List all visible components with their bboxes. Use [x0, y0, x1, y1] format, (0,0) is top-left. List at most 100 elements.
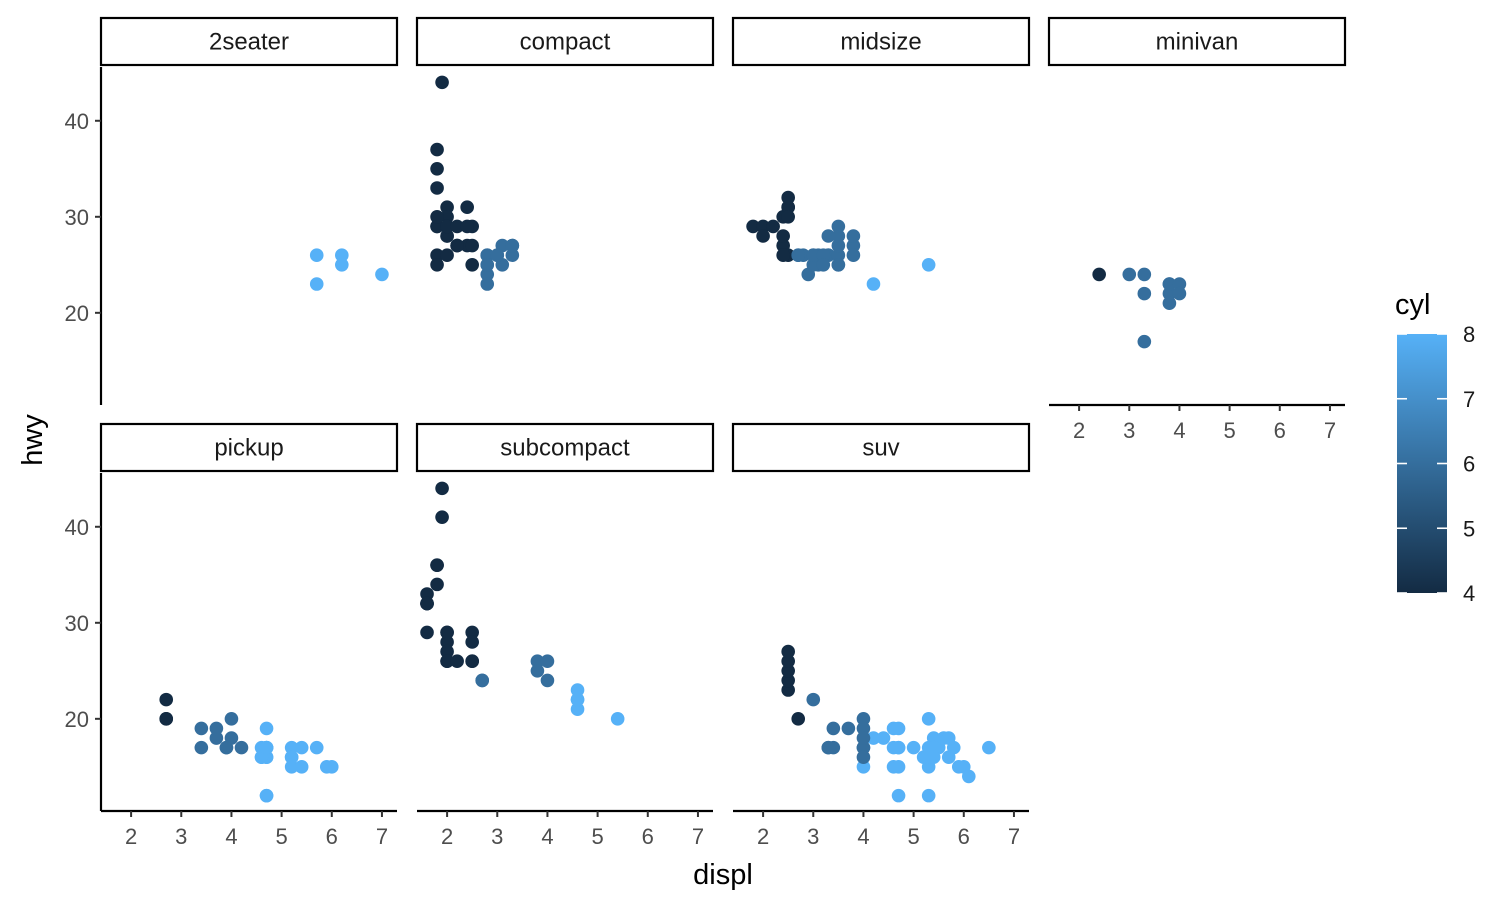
data-point [570, 702, 585, 717]
data-point [540, 654, 555, 669]
facet-strip [415, 422, 715, 473]
data-point [440, 248, 454, 263]
legend-tick-label: 6 [1463, 452, 1475, 477]
legend-tick-label: 7 [1463, 387, 1475, 412]
data-point [430, 219, 444, 234]
data-point [781, 190, 795, 205]
data-point [505, 248, 520, 263]
data-point [846, 248, 861, 263]
data-point [465, 625, 479, 640]
data-point [430, 258, 444, 272]
data-point [440, 200, 454, 214]
data-point [420, 596, 434, 611]
data-point [440, 635, 454, 649]
facet-panel-pickup: pickup 20 30 40 2 3 4 5 6 7 [65, 422, 399, 849]
y-tick-label: 20 [65, 707, 89, 732]
facet-strip [731, 422, 1031, 473]
facet-strip [99, 16, 399, 67]
data-point [821, 229, 836, 243]
x-tick-label: 6 [1274, 418, 1286, 443]
x-tick-label: 3 [1123, 418, 1135, 443]
data-point [866, 277, 881, 291]
y-tick-label: 20 [65, 301, 89, 326]
data-point [776, 248, 790, 263]
x-tick-label: 2 [1073, 418, 1085, 443]
data-point [1162, 286, 1177, 301]
data-point [430, 209, 444, 224]
data-point [926, 750, 941, 765]
data-point [324, 760, 339, 774]
x-tick-label: 3 [807, 824, 819, 849]
data-point [921, 788, 936, 803]
data-point [259, 721, 274, 736]
data-point [831, 229, 846, 243]
legend-tick-label: 4 [1463, 581, 1475, 606]
facet-strip-label: suv [862, 435, 899, 462]
data-point [776, 229, 790, 243]
data-point [1162, 296, 1177, 311]
data-point [480, 248, 495, 263]
data-point [781, 664, 795, 678]
data-point [876, 731, 891, 745]
data-point [309, 740, 324, 755]
data-point [891, 721, 906, 736]
data-point [209, 731, 224, 745]
data-point [1137, 267, 1152, 282]
data-point [891, 740, 906, 755]
x-tick-label: 4 [541, 824, 553, 849]
data-point [921, 258, 936, 272]
data-point [856, 750, 871, 765]
y-axis-title: hwy [17, 414, 49, 466]
facet-panel-subcompact: subcompact 2 3 4 5 6 7 [415, 422, 715, 849]
data-point [946, 740, 961, 755]
data-point [209, 721, 224, 736]
data-point [1172, 286, 1187, 301]
x-tick-label: 4 [857, 824, 869, 849]
data-point [1162, 277, 1177, 291]
facet-strip-label: compact [520, 29, 611, 56]
data-point [1137, 334, 1152, 349]
data-point [505, 238, 520, 253]
data-point [309, 248, 324, 263]
data-point [450, 654, 464, 669]
data-point [294, 760, 309, 774]
data-point [961, 769, 976, 784]
facet-strip-label: 2seater [209, 29, 289, 56]
data-point [781, 209, 795, 224]
data-point [440, 644, 454, 659]
x-tick-label: 5 [1223, 418, 1235, 443]
facet-panel-2seater: 2seater 20 30 40 [65, 16, 399, 405]
data-point [440, 209, 454, 224]
data-point [570, 683, 585, 697]
data-point [831, 248, 846, 263]
data-point [841, 721, 856, 736]
color-legend: cyl 4 5 6 7 8 [1395, 289, 1475, 606]
data-point [259, 788, 274, 803]
data-point [1137, 286, 1152, 301]
facet-strip [1047, 16, 1347, 67]
x-tick-label: 3 [175, 824, 187, 849]
data-point [440, 229, 454, 243]
data-point [791, 712, 806, 726]
data-point [440, 654, 454, 669]
data-point [450, 219, 464, 234]
x-tick-label: 5 [275, 824, 287, 849]
facet-strip [731, 16, 1031, 67]
data-point [921, 712, 936, 726]
data-point [309, 277, 324, 291]
data-point [806, 248, 821, 263]
data-point [821, 740, 836, 755]
data-point [846, 229, 861, 243]
facet-panel-suv: suv 2 3 4 5 6 7 [731, 422, 1031, 849]
x-tick-label: 7 [1008, 824, 1020, 849]
data-point [375, 267, 389, 282]
y-tick-label: 30 [65, 611, 89, 636]
data-point [781, 683, 795, 697]
data-point [831, 219, 846, 234]
x-tick-label: 4 [225, 824, 237, 849]
data-point [284, 740, 299, 755]
data-point [259, 740, 274, 755]
x-tick-label: 6 [642, 824, 654, 849]
data-point [435, 481, 449, 496]
x-tick-label: 7 [376, 824, 388, 849]
